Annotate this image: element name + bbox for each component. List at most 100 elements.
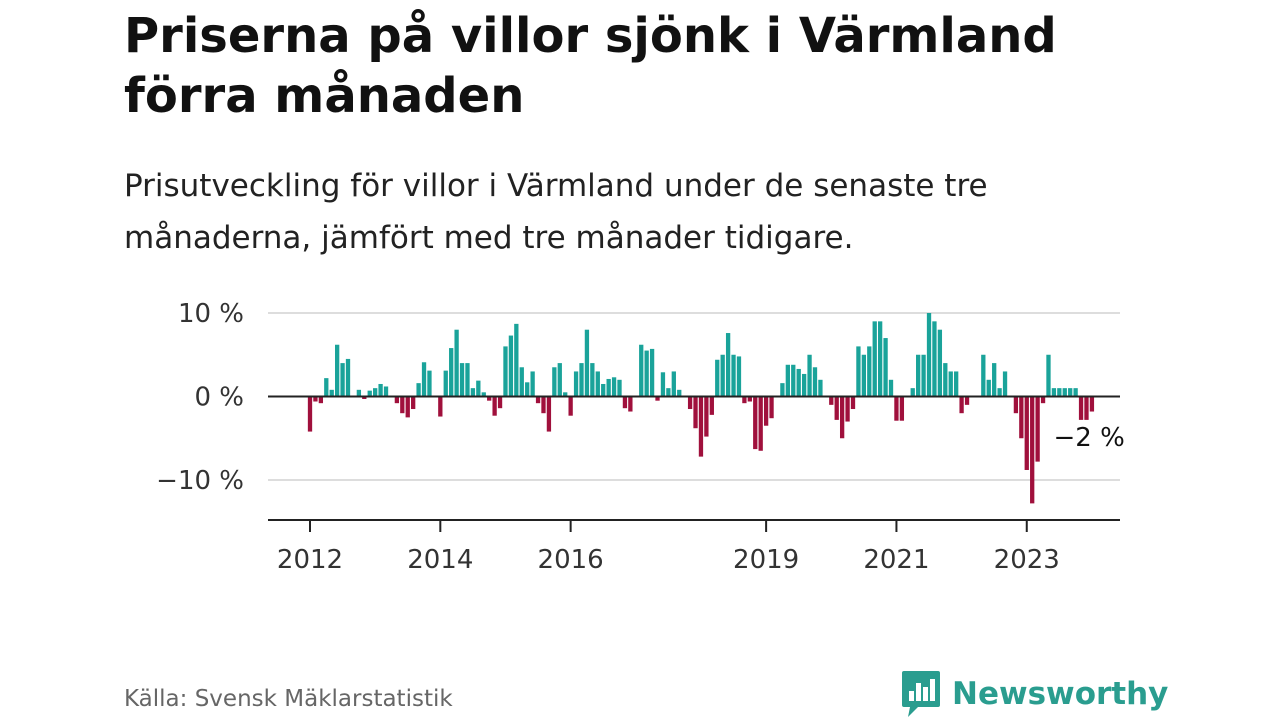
bar: [454, 329, 459, 397]
y-tick-label: 10 %: [178, 299, 244, 329]
grid-lines: [268, 312, 1120, 481]
bar: [1084, 396, 1089, 420]
bar: [649, 348, 655, 397]
bar: [1046, 354, 1051, 397]
x-tick-label: 2016: [538, 545, 604, 575]
bar: [660, 372, 666, 397]
bar: [1068, 388, 1073, 397]
bar: [394, 396, 400, 404]
bar: [926, 313, 932, 397]
bar: [307, 396, 313, 432]
bar: [378, 383, 383, 397]
bar: [829, 396, 834, 405]
bar: [601, 383, 606, 397]
bar: [530, 371, 535, 397]
bar: [704, 396, 709, 437]
bar: [514, 323, 519, 397]
bar: [546, 396, 552, 432]
bar: [318, 396, 324, 404]
bar: [655, 396, 660, 401]
bar: [535, 396, 541, 404]
bar: [818, 379, 823, 397]
bar: [677, 389, 682, 397]
bar: [687, 396, 693, 410]
bar: [481, 392, 486, 397]
bar: [557, 363, 562, 397]
bar: [356, 389, 362, 397]
bar: [449, 348, 454, 397]
bar: [324, 378, 329, 397]
bar: [791, 364, 796, 397]
bar: [725, 333, 731, 397]
tick-labels: 10 % 0 % −10 % 2012 2014 2016 2019 2021 2023 −2 %: [156, 299, 1125, 575]
bar: [340, 363, 345, 397]
bar: [617, 379, 622, 397]
bar: [525, 382, 530, 397]
bar: [639, 344, 644, 397]
bar: [916, 354, 921, 397]
bar: [1073, 388, 1078, 397]
bar: [411, 396, 416, 410]
bar: [459, 363, 465, 397]
bar: [421, 362, 427, 397]
bar: [416, 383, 421, 397]
bar: [850, 396, 856, 410]
bar: [405, 396, 410, 418]
bar: [666, 388, 671, 397]
bar: [872, 321, 877, 397]
bar: [628, 396, 633, 412]
bar: [899, 396, 905, 421]
bar: [731, 354, 736, 397]
bar: [1002, 371, 1008, 397]
bar: [932, 321, 937, 397]
source-note: Källa: Svensk Mäklarstatistik: [124, 686, 453, 712]
bar: [313, 396, 318, 402]
bar: [595, 371, 600, 397]
bar: [943, 363, 948, 397]
bar: [954, 371, 959, 397]
bar: [992, 363, 997, 397]
bar: [590, 363, 595, 397]
bar: [981, 354, 986, 397]
bar: [552, 367, 557, 397]
chart-title: Priserna på villor sjönk i Värmland förr…: [124, 8, 1057, 124]
bar: [508, 335, 514, 397]
axes: [268, 395, 1120, 532]
bar: [720, 354, 725, 397]
bar: [1089, 396, 1095, 412]
bar: [801, 373, 807, 397]
bar: [519, 367, 524, 397]
bar: [997, 388, 1002, 397]
brand-logo[interactable]: Newsworthy: [900, 668, 1168, 720]
bar: [373, 388, 378, 397]
bar: [367, 390, 372, 397]
bar: [1013, 396, 1019, 414]
y-tick-label: −10 %: [156, 466, 244, 496]
bar: [861, 354, 867, 397]
bar: [443, 370, 448, 397]
bar: [753, 396, 758, 450]
bar: [812, 367, 818, 397]
bar: [834, 396, 839, 420]
bar: [959, 396, 964, 414]
bar: [769, 396, 774, 419]
bar: [644, 350, 649, 397]
bar: [839, 396, 845, 439]
bar: [964, 396, 970, 405]
bar: [329, 389, 334, 397]
bar-chart-speech-bubble-icon: [902, 671, 940, 717]
bar: [573, 371, 579, 397]
bar: [427, 370, 432, 397]
bar: [503, 346, 508, 397]
bar: [487, 396, 492, 401]
bar: [1019, 396, 1024, 439]
bar: [845, 396, 850, 422]
bar-chart: 10 % 0 % −10 % 2012 2014 2016 2019 2021 2023 −2 %: [156, 299, 1125, 575]
x-tick-label: 2019: [733, 545, 799, 575]
bars: [307, 313, 1095, 504]
bar: [883, 338, 888, 397]
bar: [584, 329, 590, 397]
bar: [579, 363, 584, 397]
bar: [709, 396, 714, 415]
bar: [888, 379, 894, 397]
